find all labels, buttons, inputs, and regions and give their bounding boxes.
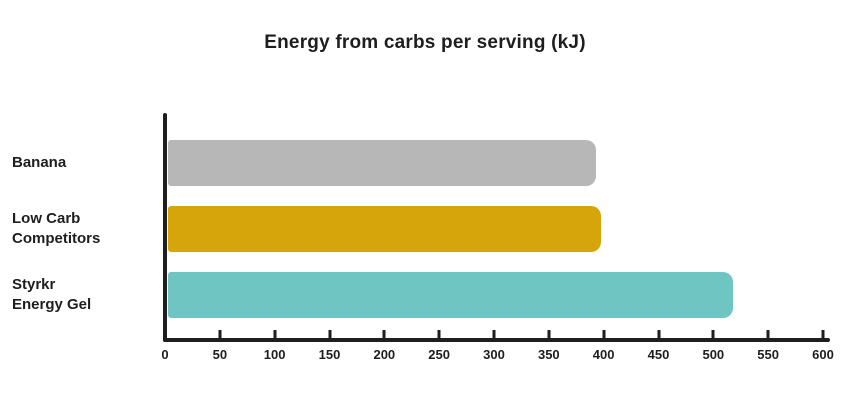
x-tick-mark-250 (437, 330, 441, 339)
x-tick-label-550: 550 (757, 347, 780, 362)
x-tick-mark-0 (163, 330, 167, 339)
x-tick-label-350: 350 (537, 347, 560, 362)
chart-title: Energy from carbs per serving (kJ) (264, 32, 586, 53)
x-tick-label-150: 150 (318, 347, 341, 362)
x-tick-label-0: 0 (161, 347, 169, 362)
bar-styrkr-energy-gel (168, 272, 733, 318)
x-tick-mark-350 (547, 330, 551, 339)
x-tick-label-100: 100 (263, 347, 286, 362)
x-tick-mark-50 (218, 330, 222, 339)
x-tick-label-500: 500 (702, 347, 725, 362)
bar-banana (168, 140, 596, 186)
x-tick-label-600: 600 (812, 347, 834, 362)
x-tick-label-400: 400 (592, 347, 615, 362)
x-tick-mark-450 (657, 330, 660, 339)
x-tick-mark-150 (328, 330, 331, 339)
x-tick-label-200: 200 (373, 347, 396, 362)
x-tick-mark-100 (273, 330, 277, 339)
x-tick-mark-200 (382, 330, 386, 339)
x-tick-mark-400 (602, 330, 606, 339)
x-tick-label-250: 250 (428, 347, 451, 362)
x-tick-mark-300 (492, 330, 496, 339)
x-tick-mark-500 (711, 330, 715, 339)
x-axis-line (163, 338, 830, 342)
x-tick-label-300: 300 (483, 347, 505, 362)
category-label-low-carb-competitors: Low Carb Competitors (12, 209, 101, 247)
x-tick-label-50: 50 (212, 347, 228, 362)
y-axis-line (163, 113, 167, 342)
x-tick-mark-600 (821, 330, 825, 339)
bar-low-carb-competitors (168, 206, 601, 252)
category-label-banana: Banana (12, 153, 67, 171)
x-tick-mark-550 (766, 330, 770, 339)
category-label-styrkr-energy-gel: Styrkr Energy Gel (12, 275, 92, 313)
x-tick-label-450: 450 (647, 347, 670, 362)
